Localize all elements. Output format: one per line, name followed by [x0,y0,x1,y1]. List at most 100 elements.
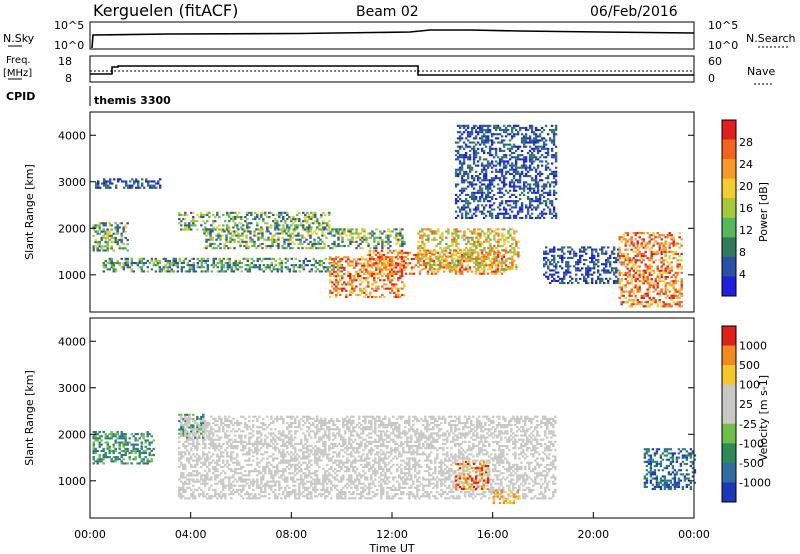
echo-cell [496,170,500,173]
echo-cell [516,200,520,203]
echo-cell [379,230,382,233]
echo-cell [400,258,404,261]
echo-cell [615,261,618,264]
echo-cell [478,185,482,188]
echo-cell [542,191,546,194]
echo-cell [498,149,502,152]
echo-cell [536,214,540,217]
echo-cell [632,276,635,279]
echo-cell [622,255,625,258]
echo-cell [654,252,657,255]
echo-cell [246,222,249,225]
echo-cell [500,266,504,269]
echo-cell [678,265,681,268]
echo-cell [140,270,143,273]
echo-cell [369,247,372,250]
echo-cell [483,263,486,266]
echo-cell [186,413,189,416]
echo-cell [186,228,189,231]
echo-cell [508,208,512,211]
echo-cell [543,250,546,253]
echo-cell [257,228,260,231]
echo-cell [668,234,671,237]
echo-cell [194,434,197,437]
echo-cell [108,259,111,262]
echo-cell [298,220,301,223]
echo-cell [433,236,436,239]
echo-cell [229,236,232,239]
echo-cell [528,168,532,171]
echo-cell [617,252,620,255]
echo-cell [454,154,458,157]
echo-cell [522,181,526,184]
echo-cell [254,211,257,214]
echo-cell [141,184,144,187]
echo-cell [520,172,524,175]
echo-cell [198,457,201,460]
echo-cell [585,282,588,285]
echo-cell [192,224,195,227]
echo-cell [252,218,255,221]
echo-cell [373,240,376,243]
echo-cell [324,213,327,216]
echo-cell [192,474,195,477]
echo-cell [530,139,534,142]
echo-cell [634,296,637,299]
echo-cell [316,220,319,223]
echo-cell [563,273,566,276]
echo-cell [109,182,112,185]
echo-cell [674,303,677,306]
echo-cell [182,432,185,435]
echo-cell [542,145,546,148]
echo-cell [395,287,398,290]
echo-cell [668,284,671,287]
echo-cell [492,124,496,127]
echo-cell [380,262,384,265]
echo-cell [157,180,160,183]
echo-cell [460,214,464,217]
echo-cell [434,268,438,271]
echo-cell [569,256,572,259]
echo-cell [118,443,121,446]
echo-cell [552,141,556,144]
echo-cell [644,305,647,308]
echo-cell [274,218,277,221]
echo-cell [277,242,280,245]
echo-cell [114,241,117,244]
echo-cell [399,232,402,235]
echo-cell [146,439,149,442]
echo-cell [234,264,237,267]
echo-cell [250,266,253,269]
echo-cell [122,462,125,465]
echo-cell [359,258,362,261]
echo-cell [469,255,472,258]
echo-cell [494,251,498,254]
echo-cell [509,232,512,235]
echo-cell [222,264,225,267]
echo-cell [122,262,125,265]
echo-cell [585,277,588,280]
echo-cell [314,216,317,219]
echo-cell [646,282,649,285]
echo-cell [454,172,458,175]
echo-cell [493,230,496,233]
echo-cell [546,133,550,136]
echo-cell [312,213,315,216]
echo-cell [512,170,516,173]
echo-cell [204,424,207,427]
echo-cell [672,294,675,297]
echo-cell [194,497,197,500]
echo-cell [626,259,629,262]
echo-cell [398,270,402,273]
echo-cell [92,228,95,231]
echo-cell [540,147,544,150]
echo-cell [146,259,149,262]
echo-cell [468,208,472,211]
echo-cell [304,213,307,216]
echo-cell [138,452,141,455]
echo-cell [493,251,496,254]
echo-cell [626,271,629,274]
echo-cell [488,129,492,132]
echo-cell [485,253,488,256]
echo-cell [540,126,544,129]
